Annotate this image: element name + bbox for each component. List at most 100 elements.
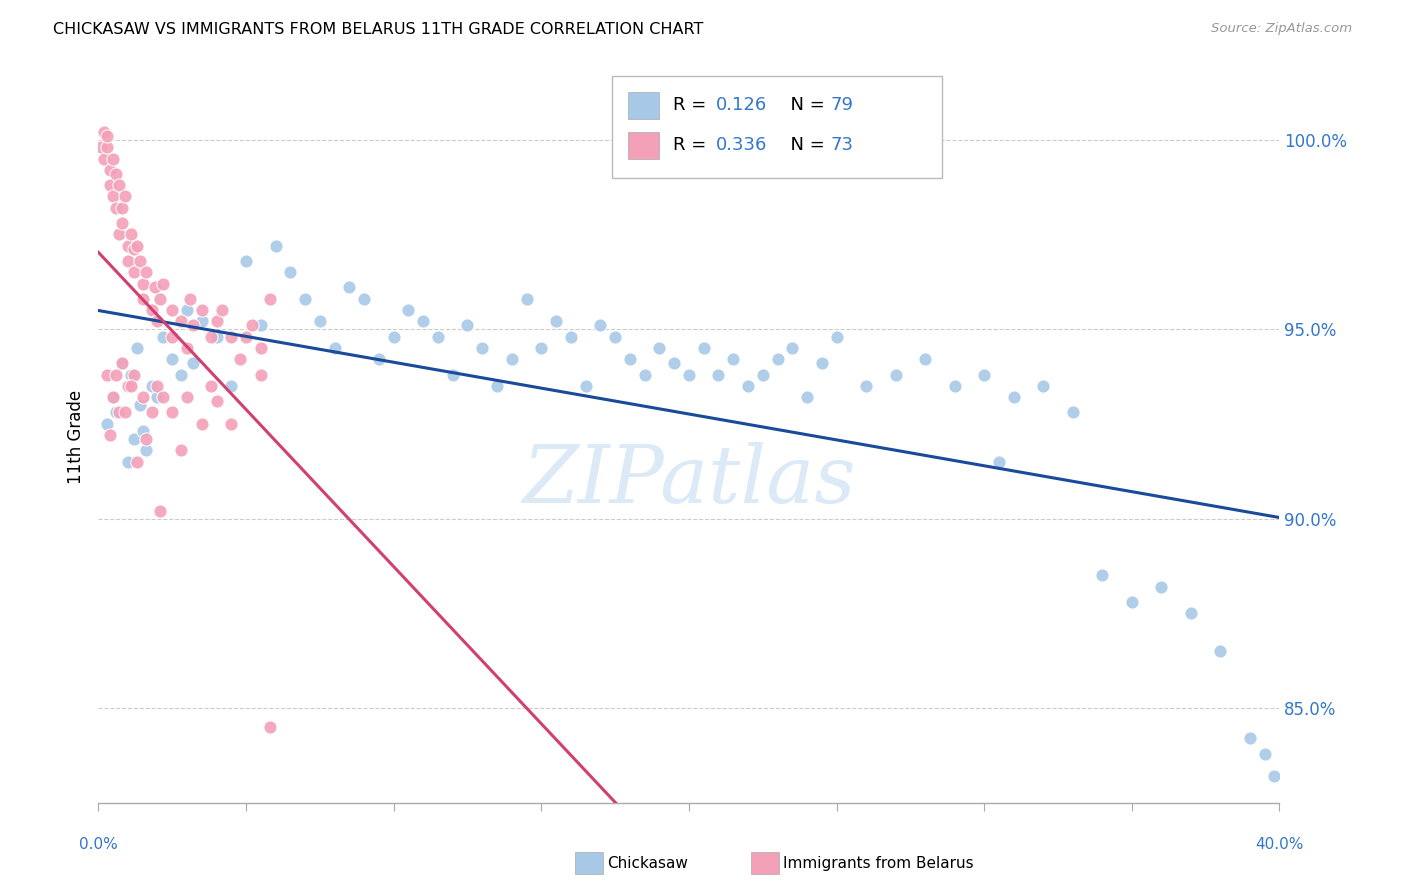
Point [200, 329, 222, 343]
Point [162, 352, 183, 367]
Point [105, 167, 128, 181]
Point [294, 292, 316, 306]
Text: N =: N = [779, 136, 831, 154]
Point [98, 162, 121, 177]
Point [221, 379, 243, 393]
Point [323, 341, 346, 355]
Point [162, 405, 183, 419]
Point [619, 352, 641, 367]
Point [176, 303, 198, 318]
Point [250, 341, 273, 355]
Point [382, 329, 405, 343]
Point [205, 329, 228, 343]
Point [108, 405, 131, 419]
Point [250, 368, 273, 382]
Point [108, 227, 131, 242]
Point [96, 128, 118, 143]
Point [103, 390, 125, 404]
Point [707, 368, 730, 382]
Text: 40.0%: 40.0% [1256, 837, 1303, 852]
Point [368, 352, 391, 367]
Text: 0.126: 0.126 [716, 96, 766, 114]
Point [117, 379, 139, 393]
Point [988, 455, 1011, 469]
Point [1150, 580, 1173, 594]
Point [240, 318, 263, 333]
Text: R =: R = [673, 96, 713, 114]
Point [1091, 568, 1114, 582]
Point [152, 329, 174, 343]
Point [117, 253, 139, 268]
Point [235, 253, 257, 268]
Point [1239, 731, 1261, 746]
Point [259, 292, 281, 306]
Text: N =: N = [779, 96, 831, 114]
Point [93, 125, 115, 139]
Point [516, 292, 538, 306]
Point [221, 329, 243, 343]
Point [1209, 644, 1232, 658]
Point [1263, 769, 1285, 783]
Text: 0.336: 0.336 [716, 136, 768, 154]
Point [114, 405, 136, 419]
Point [135, 443, 157, 458]
Text: Source: ZipAtlas.com: Source: ZipAtlas.com [1212, 22, 1353, 36]
Point [111, 216, 134, 230]
Point [176, 341, 198, 355]
Point [98, 178, 121, 192]
Point [128, 398, 150, 412]
Point [105, 405, 128, 419]
Point [723, 352, 745, 367]
Point [111, 356, 134, 370]
Point [146, 379, 169, 393]
Point [108, 178, 131, 192]
Point [211, 303, 233, 318]
Point [176, 390, 198, 404]
Point [96, 368, 118, 382]
Point [96, 417, 118, 431]
Point [191, 314, 214, 328]
Point [111, 356, 134, 370]
Point [235, 329, 257, 343]
Point [132, 390, 155, 404]
Point [96, 140, 118, 154]
Point [120, 227, 142, 242]
Point [575, 379, 598, 393]
Point [471, 341, 494, 355]
Point [152, 277, 174, 291]
Point [132, 292, 155, 306]
Point [605, 329, 627, 343]
Point [103, 152, 125, 166]
Point [141, 303, 163, 318]
Point [117, 238, 139, 252]
Point [122, 432, 145, 446]
Point [737, 379, 759, 393]
Point [205, 394, 228, 409]
Point [1180, 607, 1202, 621]
Point [648, 341, 671, 355]
Text: CHICKASAW VS IMMIGRANTS FROM BELARUS 11TH GRADE CORRELATION CHART: CHICKASAW VS IMMIGRANTS FROM BELARUS 11T… [53, 22, 704, 37]
Text: 0.0%: 0.0% [79, 837, 118, 852]
Point [125, 341, 148, 355]
Point [441, 368, 464, 382]
Point [128, 253, 150, 268]
Point [132, 277, 155, 291]
Point [191, 417, 214, 431]
Point [825, 329, 848, 343]
Point [98, 428, 121, 442]
Point [250, 318, 273, 333]
Point [205, 314, 228, 328]
Point [152, 390, 174, 404]
Point [501, 352, 523, 367]
Point [811, 356, 834, 370]
Point [412, 314, 434, 328]
Point [229, 352, 252, 367]
Point [796, 390, 818, 404]
Point [170, 314, 193, 328]
Text: ZIPatlas: ZIPatlas [522, 442, 856, 520]
Point [309, 314, 332, 328]
Point [914, 352, 936, 367]
Point [280, 265, 302, 279]
Point [943, 379, 966, 393]
Point [339, 280, 361, 294]
